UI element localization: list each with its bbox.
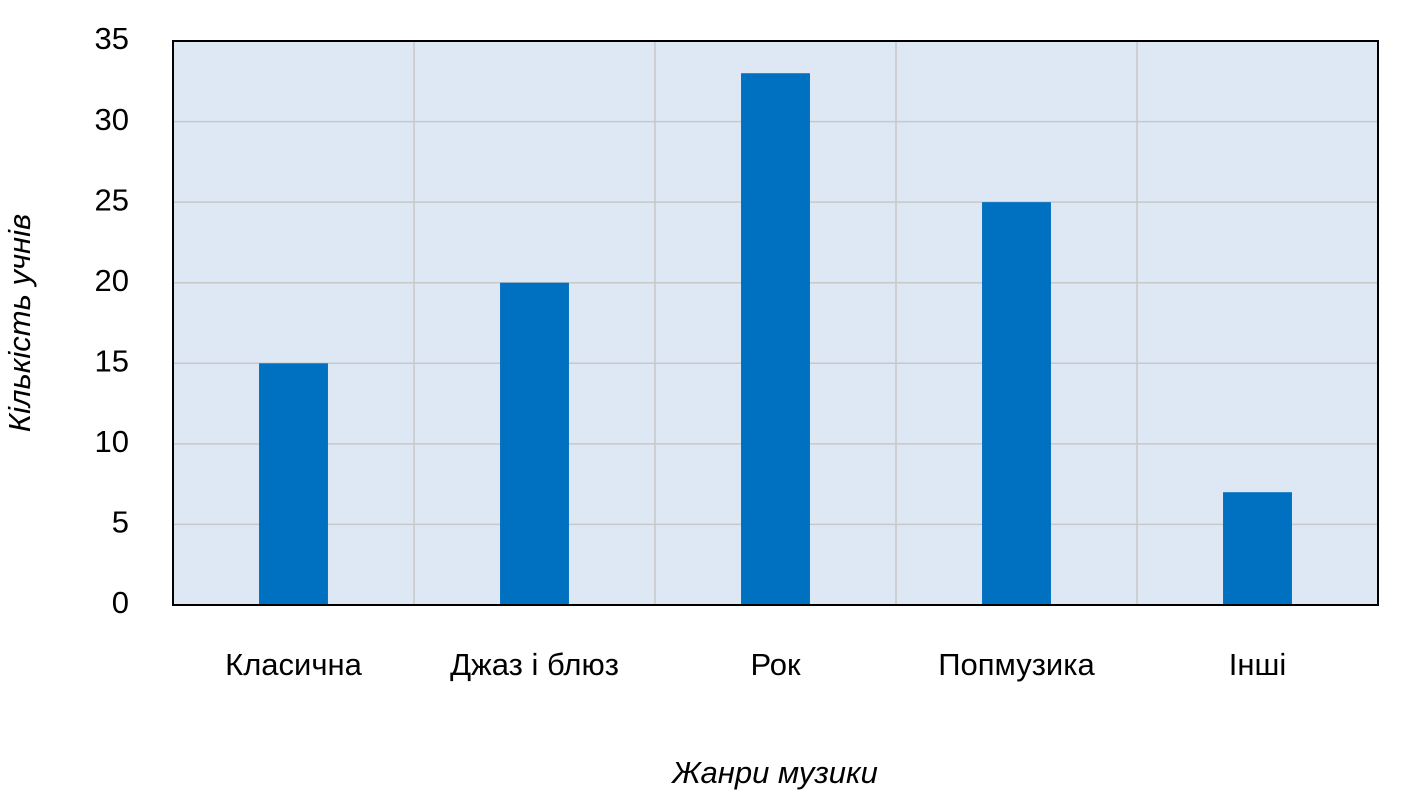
y-tick-label: 30 xyxy=(95,102,129,137)
y-tick-label: 15 xyxy=(95,343,129,378)
x-tick-label: Попмузика xyxy=(938,647,1095,682)
y-tick-label: 20 xyxy=(95,263,129,298)
bar xyxy=(500,282,569,605)
x-tick-label: Рок xyxy=(750,647,801,682)
bar xyxy=(741,73,810,605)
bar xyxy=(259,363,328,605)
y-tick-label: 25 xyxy=(95,182,129,217)
plot-border xyxy=(172,40,1379,606)
bar xyxy=(982,202,1051,605)
y-tick-label: 10 xyxy=(95,424,129,459)
x-axis-title: Жанри музики xyxy=(670,755,878,790)
x-tick-label: Інші xyxy=(1229,647,1287,682)
y-tick-label: 0 xyxy=(112,585,129,620)
y-tick-label: 5 xyxy=(112,505,129,540)
x-tick-label: Джаз і блюз xyxy=(450,647,619,682)
y-tick-label: 35 xyxy=(95,21,129,56)
bar xyxy=(1223,492,1292,605)
y-axis-title: Кількість учнів xyxy=(2,214,37,432)
x-tick-label: Класична xyxy=(225,647,362,682)
